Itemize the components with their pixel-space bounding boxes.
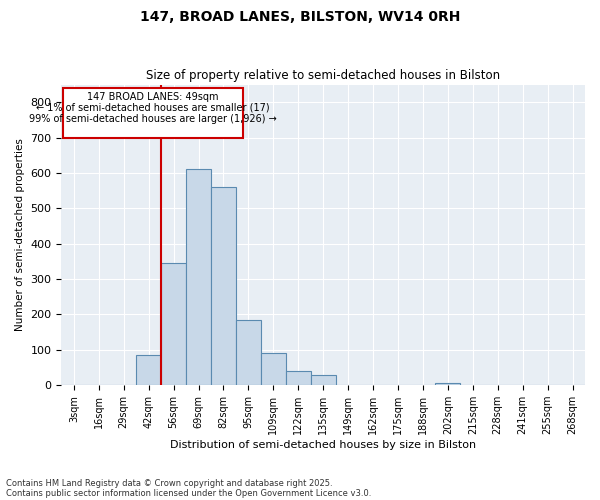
- Bar: [161, 263, 186, 385]
- Text: ← 1% of semi-detached houses are smaller (17): ← 1% of semi-detached houses are smaller…: [36, 103, 270, 113]
- Text: Contains public sector information licensed under the Open Government Licence v3: Contains public sector information licen…: [6, 488, 371, 498]
- Bar: [136, 355, 161, 385]
- X-axis label: Distribution of semi-detached houses by size in Bilston: Distribution of semi-detached houses by …: [170, 440, 476, 450]
- Text: 147 BROAD LANES: 49sqm: 147 BROAD LANES: 49sqm: [87, 92, 219, 102]
- Bar: [286, 371, 311, 385]
- Bar: [236, 320, 261, 385]
- Bar: [311, 374, 335, 385]
- Y-axis label: Number of semi-detached properties: Number of semi-detached properties: [15, 138, 25, 332]
- Title: Size of property relative to semi-detached houses in Bilston: Size of property relative to semi-detach…: [146, 69, 500, 82]
- Bar: [261, 354, 286, 385]
- Bar: [436, 384, 460, 385]
- Text: 147, BROAD LANES, BILSTON, WV14 0RH: 147, BROAD LANES, BILSTON, WV14 0RH: [140, 10, 460, 24]
- Text: Contains HM Land Registry data © Crown copyright and database right 2025.: Contains HM Land Registry data © Crown c…: [6, 478, 332, 488]
- Text: 99% of semi-detached houses are larger (1,926) →: 99% of semi-detached houses are larger (…: [29, 114, 277, 124]
- Bar: [186, 170, 211, 385]
- FancyBboxPatch shape: [62, 88, 244, 138]
- Bar: [211, 187, 236, 385]
